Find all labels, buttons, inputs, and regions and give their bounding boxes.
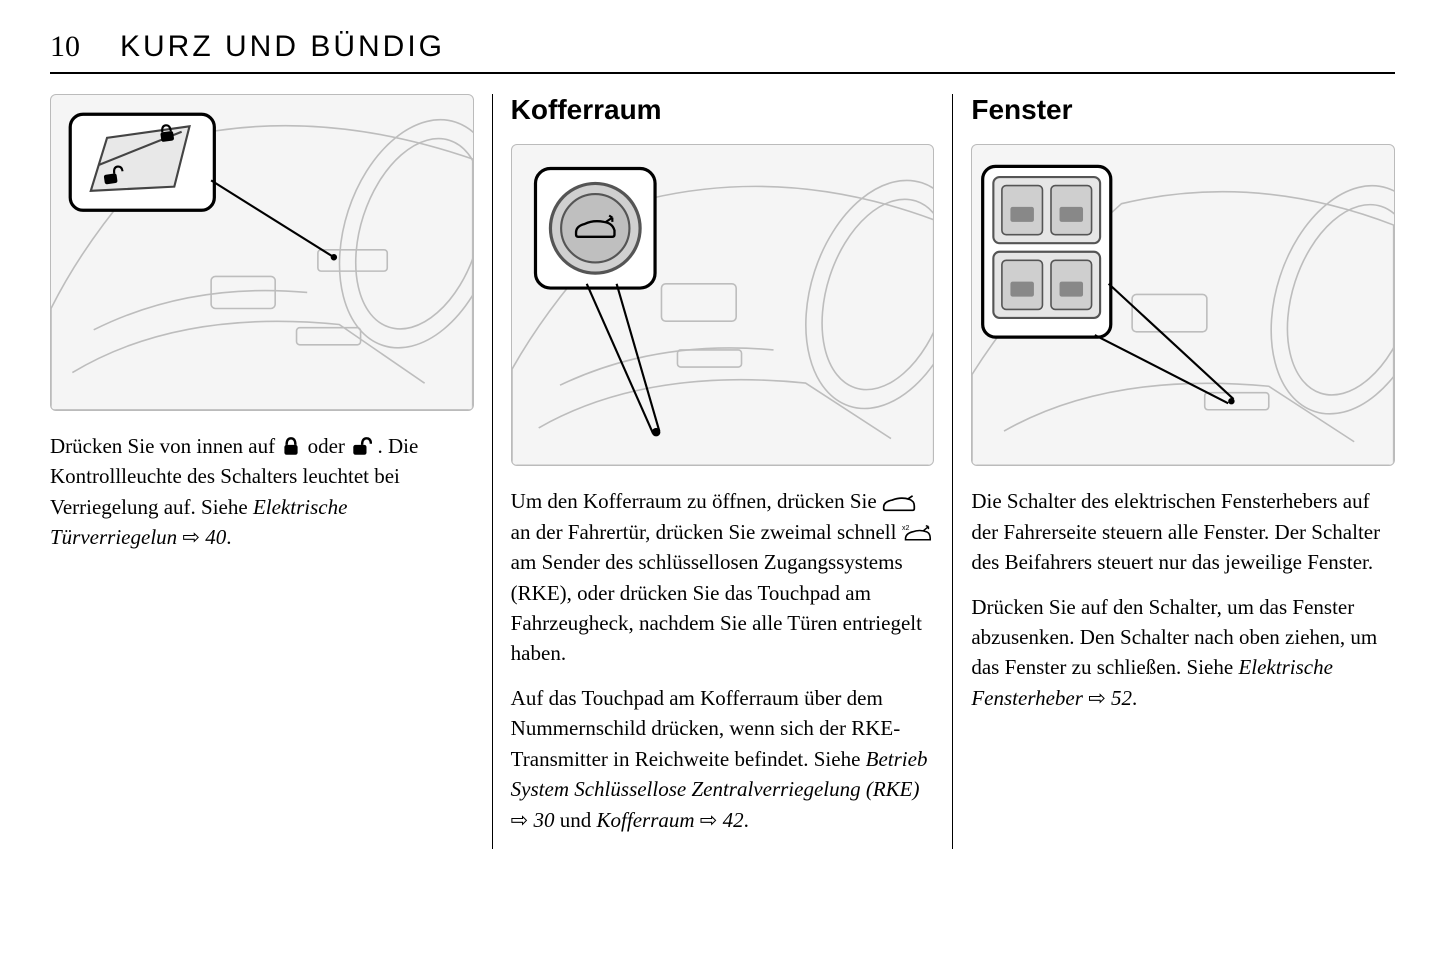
text-fragment: oder [308,434,351,458]
car-trunk-icon [882,490,916,512]
ref-arrow-icon: ⇨ [700,805,718,835]
page-number: 10 [50,30,80,64]
figure-trunk-button [511,144,935,466]
text-fragment: und [560,808,597,832]
col2-paragraph-2: Auf das Touchpad am Kofferraum über dem … [511,683,935,835]
text-fragment: . [1132,686,1137,710]
heading-kofferraum: Kofferraum [511,94,935,126]
page-header: 10 KURZ UND BÜNDIG [50,30,1395,74]
cross-reference: Kofferraum ⇨ 42 [597,808,744,832]
text-fragment: Drücken Sie von innen auf [50,434,280,458]
column-2: Kofferraum [493,94,954,849]
heading-fenster: Fenster [971,94,1395,126]
column-3: Fenster [953,94,1395,849]
chapter-title: KURZ UND BÜNDIG [120,30,445,64]
figure-window-switches [971,144,1395,466]
lock-icon [280,435,302,457]
content-columns: Drücken Sie von innen auf oder . Die Kon… [50,94,1395,849]
svg-text:x2: x2 [902,526,910,533]
text-fragment: . [226,525,231,549]
ref-arrow-icon: ⇨ [182,522,200,552]
column-1: Drücken Sie von innen auf oder . Die Kon… [50,94,493,849]
figure-door-lock-switch [50,94,474,411]
unlock-icon [350,435,372,457]
text-fragment: . [744,808,749,832]
ref-arrow-icon: ⇨ [511,805,529,835]
col2-paragraph-1: Um den Kofferraum zu öffnen, drücken Sie… [511,486,935,669]
text-fragment: Auf das Touchpad am Kofferraum über dem … [511,686,901,771]
text-fragment: Um den Kofferraum zu öffnen, drücken Sie [511,489,882,513]
remote-press-twice-icon: x2 [902,521,932,543]
col1-paragraph-1: Drücken Sie von innen auf oder . Die Kon… [50,431,474,553]
col3-paragraph-1: Die Schalter des elektrischen Fensterheb… [971,486,1395,577]
col3-paragraph-2: Drücken Sie auf den Schalter, um das Fen… [971,592,1395,714]
text-fragment: am Sender des schlüssellosen Zugangssyst… [511,550,922,665]
ref-arrow-icon: ⇨ [1088,683,1106,713]
text-fragment: an der Fahrertür, drücken Sie zweimal sc… [511,520,902,544]
